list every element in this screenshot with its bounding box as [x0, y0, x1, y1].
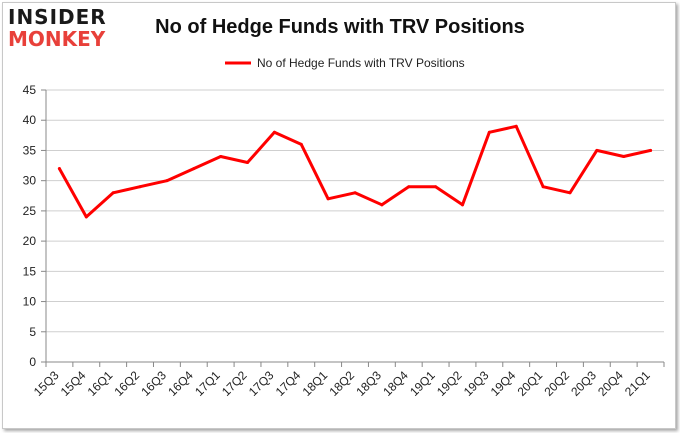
x-tick-label: 16Q3 — [138, 368, 169, 399]
data-point — [380, 203, 384, 207]
data-point — [111, 191, 115, 195]
x-tick-label: 19Q4 — [488, 368, 519, 399]
x-tick-label: 16Q2 — [112, 368, 143, 399]
data-point — [57, 167, 61, 171]
x-tick-label: 15Q4 — [58, 368, 89, 399]
x-tick-label: 18Q2 — [326, 368, 357, 399]
x-tick-label: 20Q4 — [595, 368, 626, 399]
x-tick-label: 19Q2 — [434, 368, 465, 399]
data-point — [649, 148, 653, 152]
y-tick-label: 15 — [23, 264, 37, 278]
y-tick-label: 35 — [23, 143, 37, 157]
data-point — [138, 185, 142, 189]
data-point — [246, 161, 250, 165]
y-tick-label: 45 — [23, 83, 37, 97]
x-tick-label: 21Q1 — [622, 368, 653, 399]
data-point — [219, 154, 223, 158]
x-tick-label: 15Q3 — [31, 368, 62, 399]
x-tick-label: 18Q3 — [353, 368, 384, 399]
x-tick-label: 20Q2 — [541, 368, 572, 399]
x-tick-label: 17Q3 — [246, 368, 277, 399]
data-point — [84, 215, 88, 219]
data-point — [460, 203, 464, 207]
data-point — [595, 148, 599, 152]
legend-label: No of Hedge Funds with TRV Positions — [257, 56, 465, 70]
y-tick-label: 40 — [23, 113, 37, 127]
x-tick-label: 18Q4 — [380, 368, 411, 399]
x-tick-label: 17Q1 — [192, 368, 223, 399]
logo-top-text: INSIDER — [8, 5, 107, 29]
x-tick-label: 20Q3 — [568, 368, 599, 399]
x-tick-label: 18Q1 — [300, 368, 331, 399]
x-tick-label: 17Q4 — [273, 368, 304, 399]
chart-title: No of Hedge Funds with TRV Positions — [155, 16, 525, 38]
series-line — [57, 124, 653, 219]
y-tick-label: 25 — [23, 204, 37, 218]
x-tick-label: 20Q1 — [515, 368, 546, 399]
data-point — [165, 179, 169, 183]
data-point — [192, 167, 196, 171]
y-tick-label: 0 — [29, 355, 36, 369]
data-point — [541, 185, 545, 189]
y-tick-label: 5 — [29, 325, 36, 339]
data-point — [353, 191, 357, 195]
data-point — [407, 185, 411, 189]
data-point — [434, 185, 438, 189]
data-point — [514, 124, 518, 128]
data-point — [272, 130, 276, 134]
x-tick-label: 17Q2 — [219, 368, 250, 399]
y-tick-label: 20 — [23, 234, 37, 248]
data-point — [487, 130, 491, 134]
chart-frame — [2, 2, 676, 429]
insider-monkey-logo: INSIDER MONKEY — [8, 6, 130, 56]
x-tick-label: 16Q1 — [85, 368, 116, 399]
x-tick-label: 19Q1 — [407, 368, 438, 399]
logo-bottom-text: MONKEY — [8, 27, 106, 51]
y-tick-label: 10 — [23, 295, 37, 309]
y-tick-label: 30 — [23, 174, 37, 188]
data-point — [568, 191, 572, 195]
data-point — [299, 142, 303, 146]
data-point — [622, 154, 626, 158]
x-tick-label: 16Q4 — [165, 368, 196, 399]
x-tick-label: 19Q3 — [461, 368, 492, 399]
data-point — [326, 197, 330, 201]
